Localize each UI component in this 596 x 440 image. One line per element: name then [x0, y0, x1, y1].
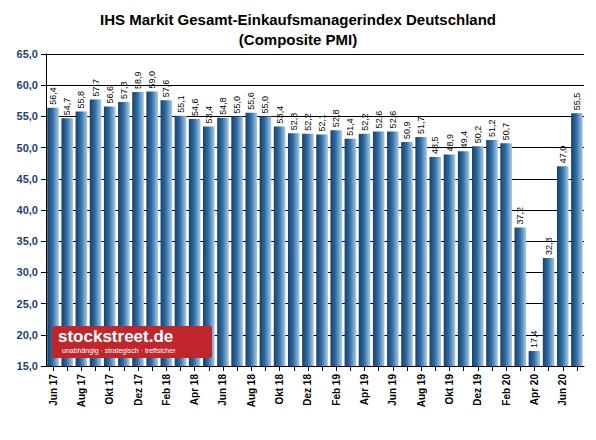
svg-text:17,4: 17,4: [529, 330, 539, 348]
svg-text:52,3: 52,3: [289, 113, 299, 131]
svg-text:unabhängig · strategisch · tre: unabhängig · strategisch · treffsicher: [62, 347, 176, 355]
svg-text:37,2: 37,2: [515, 207, 525, 225]
svg-text:56,6: 56,6: [105, 86, 115, 104]
svg-text:55,5: 55,5: [572, 93, 582, 111]
svg-text:Feb 20: Feb 20: [501, 374, 512, 406]
svg-text:60,0: 60,0: [17, 79, 38, 91]
svg-text:51,4: 51,4: [345, 118, 355, 136]
svg-text:52,1: 52,1: [317, 114, 327, 132]
svg-text:Okt 18: Okt 18: [274, 374, 285, 405]
svg-text:52,2: 52,2: [360, 113, 370, 131]
svg-text:30,0: 30,0: [17, 266, 38, 278]
svg-text:54,6: 54,6: [190, 98, 200, 116]
svg-text:20,0: 20,0: [17, 329, 38, 341]
svg-text:stockstreet.de: stockstreet.de: [58, 327, 173, 346]
svg-text:Dez 19: Dez 19: [472, 374, 483, 406]
svg-text:54,8: 54,8: [218, 97, 228, 115]
svg-text:54,7: 54,7: [62, 98, 72, 116]
svg-text:51,2: 51,2: [487, 120, 497, 138]
svg-text:57,7: 57,7: [91, 79, 101, 97]
svg-text:52,6: 52,6: [374, 111, 384, 129]
svg-text:55,6: 55,6: [246, 92, 256, 110]
svg-text:53,4: 53,4: [275, 106, 285, 124]
svg-text:Jun 19: Jun 19: [387, 374, 398, 406]
svg-text:Jun 17: Jun 17: [48, 374, 59, 406]
svg-text:65,0: 65,0: [17, 48, 38, 60]
svg-text:52,8: 52,8: [331, 110, 341, 128]
svg-text:Aug 17: Aug 17: [76, 374, 87, 408]
svg-text:15,0: 15,0: [17, 360, 38, 372]
svg-text:Okt 17: Okt 17: [104, 374, 115, 405]
svg-text:40,0: 40,0: [17, 204, 38, 216]
svg-text:55,0: 55,0: [232, 96, 242, 114]
svg-text:Aug 19: Aug 19: [416, 374, 427, 408]
svg-text:25,0: 25,0: [17, 298, 38, 310]
svg-text:Apr 18: Apr 18: [189, 374, 200, 406]
svg-text:55,1: 55,1: [176, 95, 186, 113]
svg-text:57,6: 57,6: [161, 80, 171, 98]
svg-text:35,0: 35,0: [17, 235, 38, 247]
svg-text:55,8: 55,8: [76, 91, 86, 109]
svg-text:32,3: 32,3: [544, 238, 554, 256]
svg-text:48,9: 48,9: [445, 134, 455, 152]
svg-text:Dez 17: Dez 17: [133, 374, 144, 406]
svg-text:55,0: 55,0: [260, 96, 270, 114]
svg-text:Okt 19: Okt 19: [444, 374, 455, 405]
svg-text:Apr 19: Apr 19: [359, 374, 370, 406]
svg-text:50,0: 50,0: [17, 142, 38, 154]
svg-text:50,2: 50,2: [473, 126, 483, 144]
svg-text:IHS Markit Gesamt-Einkaufsmana: IHS Markit Gesamt-Einkaufsmanagerindex D…: [100, 11, 496, 28]
svg-text:Jun 20: Jun 20: [557, 374, 568, 406]
svg-text:Feb 18: Feb 18: [161, 374, 172, 406]
svg-text:57,3: 57,3: [119, 82, 129, 100]
svg-text:Feb 19: Feb 19: [331, 374, 342, 406]
svg-text:52,2: 52,2: [303, 113, 313, 131]
svg-text:Apr 20: Apr 20: [529, 374, 540, 406]
svg-text:52,6: 52,6: [388, 111, 398, 129]
svg-text:50,9: 50,9: [402, 121, 412, 139]
svg-text:53,4: 53,4: [204, 106, 214, 124]
svg-text:Dez 18: Dez 18: [302, 374, 313, 406]
svg-text:47,0: 47,0: [558, 146, 568, 164]
svg-text:51,7: 51,7: [416, 116, 426, 134]
svg-text:58,9: 58,9: [133, 72, 143, 90]
svg-text:55,0: 55,0: [17, 110, 38, 122]
svg-text:Jun 18: Jun 18: [217, 374, 228, 406]
svg-text:50,7: 50,7: [501, 123, 511, 141]
svg-text:56,4: 56,4: [48, 87, 58, 105]
svg-text:59,0: 59,0: [147, 71, 157, 89]
svg-text:49,4: 49,4: [459, 131, 469, 149]
svg-text:Aug 18: Aug 18: [246, 374, 257, 408]
svg-text:(Composite PMI): (Composite PMI): [239, 31, 357, 48]
svg-text:48,5: 48,5: [430, 136, 440, 154]
svg-text:45,0: 45,0: [17, 173, 38, 185]
